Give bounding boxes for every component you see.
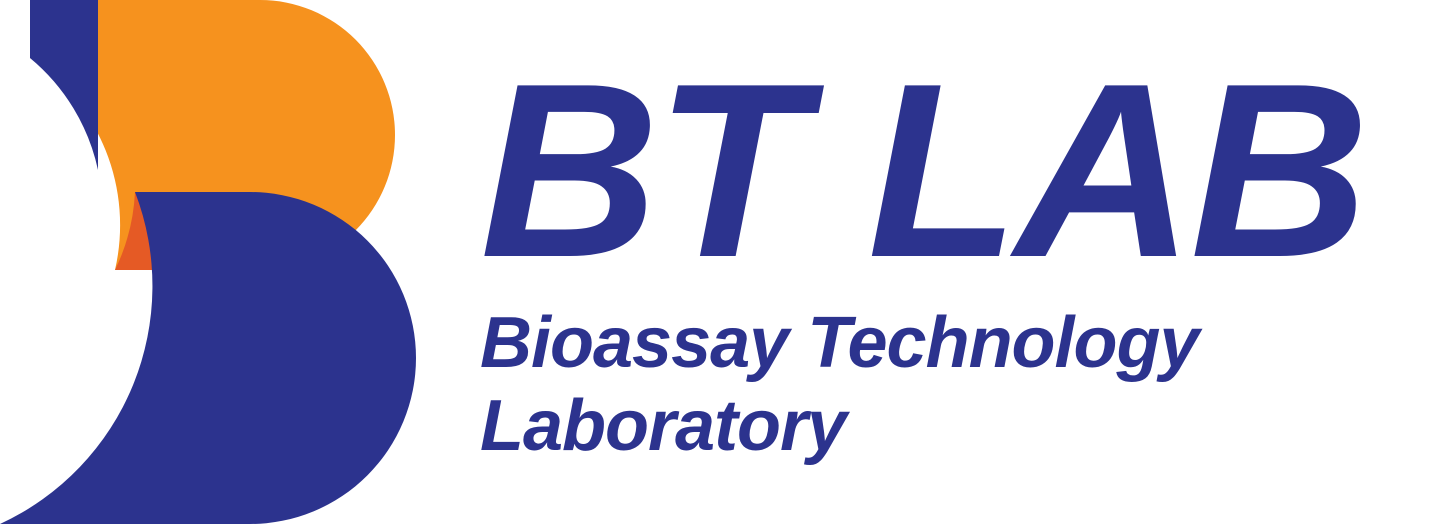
brand-subtitle-line1: Bioassay Technology [480, 303, 1199, 383]
brand-title: BT LAB [480, 56, 1365, 284]
logo-mark [0, 0, 420, 524]
logo-text-block: BT LAB Bioassay Technology Laboratory [480, 56, 1365, 468]
logo-container: BT LAB Bioassay Technology Laboratory [0, 0, 1445, 524]
brand-subtitle-line2: Laboratory [480, 386, 846, 466]
brand-subtitle: Bioassay Technology Laboratory [480, 302, 1365, 468]
logo-mark-svg [0, 0, 420, 524]
